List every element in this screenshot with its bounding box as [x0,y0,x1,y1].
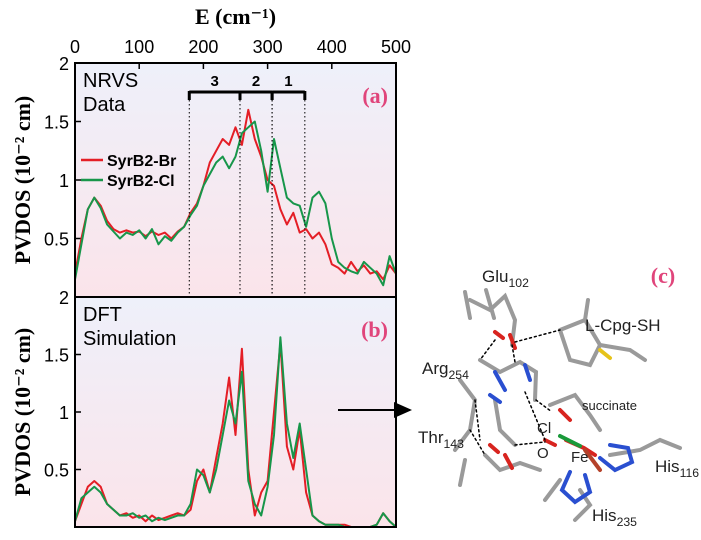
x-tick-label: 0 [70,37,80,57]
x-axis-label: E (cm⁻¹) [195,4,276,29]
panel-label: (a) [362,83,388,108]
y-tick-label: 1 [59,403,69,423]
panel-annotation: Simulation [83,328,176,350]
structure-label: His235 [592,506,637,529]
x-tick-label: 500 [381,37,411,57]
figure: 0.511.520100200300400500E (cm⁻¹)PVDOS (1… [0,0,701,540]
x-tick-label: 300 [253,37,283,57]
y-tick-label: 1.5 [44,113,69,133]
y-tick-label: 0.5 [44,230,69,250]
label-subscript: 143 [444,437,465,451]
structure-label: Arg254 [422,359,469,382]
label-subscript: 116 [680,466,700,480]
structure-label: Fe [571,449,589,466]
diagram-labels: (c) Glu102 L-Cpg-SH Arg254 succinate Cl Fe O Thr… [418,263,699,529]
panel-label: (c) [651,263,675,288]
label-subscript: 254 [448,368,469,382]
panel-annotation: DFT [83,304,122,326]
label-text: Thr [418,428,444,447]
label-text: His [592,506,617,525]
y-tick-label: 2 [59,54,69,74]
x-tick-label: 100 [124,37,154,57]
region-label: 2 [252,73,260,90]
y-axis-label: PVDOS (10⁻² cm) [10,328,35,497]
structure-label: Cl [537,420,551,437]
panel-annotation: Data [83,94,126,116]
label-text: Arg [422,359,448,378]
region-label: 1 [284,73,292,90]
label-text: succinate [582,398,637,413]
y-tick-label: 1.5 [44,346,69,366]
label-text: Fe [571,449,589,466]
structure-label: Glu102 [482,267,529,290]
label-text: Glu [482,267,508,286]
label-subscript: 235 [617,515,638,529]
label-text: Cl [537,420,551,437]
label-subscript: 102 [508,276,529,290]
label-text: L-Cpg-SH [585,316,661,335]
structure-label: succinate [582,398,637,413]
panel-annotation: NRVS [83,70,138,92]
structure-label: His116 [655,457,699,480]
structure-label: O [537,445,549,462]
x-tick-label: 400 [317,37,347,57]
panel-label: (b) [361,317,388,342]
structure-label: L-Cpg-SH [585,316,661,335]
y-tick-label: 2 [59,288,69,308]
x-tick-label: 200 [188,37,218,57]
label-text: O [537,445,549,462]
y-tick-label: 0.5 [44,461,69,481]
structure-label: Thr143 [418,428,464,451]
legend-label: SyrB2-Cl [107,173,175,190]
legend-label: SyrB2-Br [107,153,176,170]
y-axis-label: PVDOS (10⁻² cm) [10,96,35,265]
region-label: 3 [210,73,218,90]
label-text: His [655,457,680,476]
y-tick-label: 1 [59,171,69,191]
